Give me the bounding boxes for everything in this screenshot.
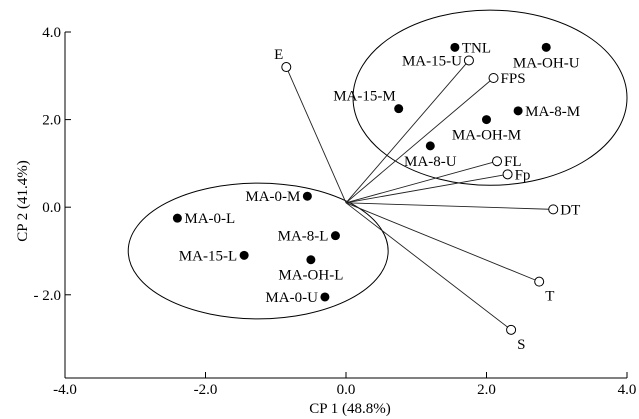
loading-label-fl: FL bbox=[504, 154, 522, 170]
loading-marker-fps bbox=[488, 72, 499, 83]
score-label-ma-15-l: MA-15-L bbox=[179, 248, 237, 264]
loading-label-s: S bbox=[517, 337, 525, 353]
score-point-ma-0-l bbox=[172, 213, 182, 223]
score-point-ma-oh-l bbox=[306, 255, 316, 265]
score-point-ma-8-m bbox=[513, 106, 523, 116]
score-point-ma-0-m bbox=[302, 191, 312, 201]
loading-marker-fl bbox=[492, 156, 503, 167]
x-tick-label: -4.0 bbox=[53, 382, 77, 398]
y-tick-label: 0.0 bbox=[42, 200, 61, 216]
score-point-ma-8-l bbox=[330, 231, 340, 241]
loading-marker-e bbox=[281, 62, 292, 73]
loading-label-dt: DT bbox=[560, 202, 580, 218]
score-point-ma-15-l bbox=[239, 250, 249, 260]
score-point-ma-oh-m bbox=[482, 115, 491, 125]
score-point-ma-oh-u bbox=[541, 42, 551, 52]
y-tick-label: 2.0 bbox=[42, 113, 61, 129]
loading-marker-fp bbox=[502, 169, 513, 180]
y-tick-label: 4.0 bbox=[42, 25, 61, 41]
score-label-tnl: TNL bbox=[462, 40, 491, 56]
score-label-ma-8-u: MA-8-U bbox=[404, 154, 457, 170]
x-axis-title: CP 1 (48.8%) bbox=[309, 401, 391, 417]
x-tick-label: 4.0 bbox=[618, 382, 637, 398]
score-point-ma-8-u bbox=[425, 141, 435, 151]
loading-marker-ma-15-u bbox=[463, 55, 474, 66]
x-tick-label: 0.0 bbox=[337, 382, 356, 398]
score-label-ma-oh-m: MA-OH-M bbox=[452, 128, 521, 144]
y-axis-title: CP 2 (41.4%) bbox=[15, 160, 31, 242]
score-label-ma-0-l: MA-0-L bbox=[184, 211, 235, 227]
score-label-ma-0-m: MA-0-M bbox=[245, 189, 300, 205]
loading-vector-dt bbox=[345, 202, 554, 210]
group-ellipse-1 bbox=[352, 9, 628, 186]
loading-label-fps: FPS bbox=[501, 71, 526, 87]
group-ellipse-2 bbox=[127, 182, 389, 320]
score-label-ma-8-l: MA-8-L bbox=[278, 229, 329, 245]
loading-marker-s bbox=[506, 324, 517, 335]
score-point-ma-15-m bbox=[394, 104, 404, 114]
loading-vector-fl bbox=[345, 160, 498, 204]
x-ticks-layer: -4.0 -2.0 0.0 2.0 4.0 bbox=[53, 372, 636, 398]
loading-vector-ma-15-u bbox=[345, 60, 470, 204]
y-tick-label: - 2.0 bbox=[34, 288, 62, 304]
loading-vector-e bbox=[285, 66, 347, 203]
loading-vector-fps bbox=[345, 77, 494, 204]
loading-label-ma-15-u: MA-15-U bbox=[402, 53, 462, 69]
loading-marker-dt bbox=[548, 204, 559, 215]
score-points-layer bbox=[172, 42, 551, 302]
score-label-ma-15-m: MA-15-M bbox=[333, 89, 396, 105]
y-ticks-layer: 4.0 2.0 0.0 - 2.0 bbox=[34, 25, 71, 304]
loading-label-fp: Fp bbox=[515, 167, 531, 183]
axes-layer bbox=[64, 32, 627, 379]
score-point-ma-0-u bbox=[320, 292, 330, 302]
loading-vector-t bbox=[345, 202, 540, 283]
loading-vectors-layer bbox=[281, 55, 559, 335]
score-point-tnl bbox=[450, 42, 460, 52]
loading-label-e: E bbox=[274, 47, 283, 63]
score-label-ma-oh-l: MA-OH-L bbox=[278, 268, 343, 284]
loading-vector-s bbox=[345, 202, 512, 331]
score-label-ma-oh-u: MA-OH-U bbox=[513, 55, 580, 71]
score-label-ma-0-u: MA-0-U bbox=[265, 290, 318, 306]
groups-layer bbox=[127, 9, 628, 320]
x-tick-label: -2.0 bbox=[194, 382, 218, 398]
score-label-ma-8-m: MA-8-M bbox=[525, 104, 580, 120]
loading-vector-fp bbox=[345, 173, 508, 204]
loading-marker-t bbox=[534, 276, 545, 287]
loading-label-t: T bbox=[545, 289, 554, 305]
x-tick-label: 2.0 bbox=[477, 382, 496, 398]
